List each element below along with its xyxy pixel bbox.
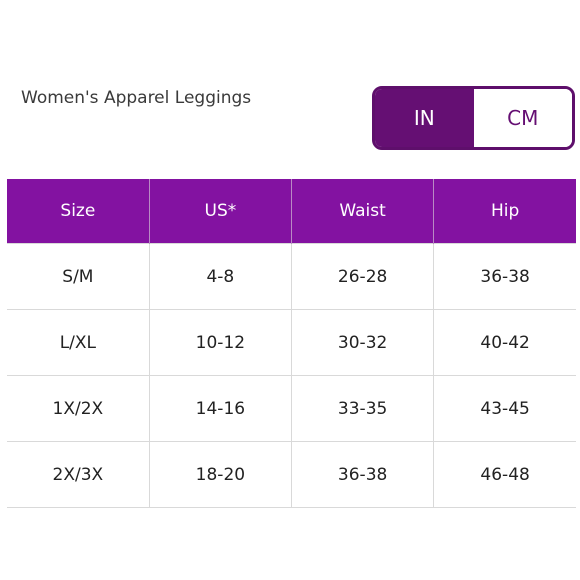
waist-cell: 30-32: [290, 309, 435, 376]
column-header-waist: Waist: [290, 179, 435, 244]
hip-cell: 36-38: [433, 243, 576, 310]
size-cell: L/XL: [7, 309, 150, 376]
table-row: L/XL 10-12 30-32 40-42: [7, 309, 576, 376]
size-cell: 2X/3X: [7, 441, 150, 508]
hip-cell: 40-42: [433, 309, 576, 376]
unit-toggle: IN CM: [372, 86, 575, 150]
hip-cell: 46-48: [433, 441, 576, 508]
table-row: 1X/2X 14-16 33-35 43-45: [7, 375, 576, 442]
table-row: 2X/3X 18-20 36-38 46-48: [7, 441, 576, 508]
waist-cell: 33-35: [290, 375, 435, 442]
page-title: Women's Apparel Leggings: [21, 88, 252, 108]
size-chart-table: Size US* Waist Hip S/M 4-8 26-28 36-38 L…: [7, 179, 576, 508]
size-cell: S/M: [7, 243, 150, 310]
column-header-us: US*: [148, 179, 293, 244]
us-cell: 18-20: [148, 441, 293, 508]
column-header-size: Size: [7, 179, 150, 244]
column-header-hip: Hip: [433, 179, 576, 244]
waist-cell: 26-28: [290, 243, 435, 310]
us-cell: 4-8: [148, 243, 293, 310]
waist-cell: 36-38: [290, 441, 435, 508]
us-cell: 14-16: [148, 375, 293, 442]
table-row: S/M 4-8 26-28 36-38: [7, 243, 576, 310]
hip-cell: 43-45: [433, 375, 576, 442]
table-header-row: Size US* Waist Hip: [7, 179, 576, 244]
unit-option-cm[interactable]: CM: [473, 89, 572, 147]
size-cell: 1X/2X: [7, 375, 150, 442]
us-cell: 10-12: [148, 309, 293, 376]
unit-option-in[interactable]: IN: [375, 89, 474, 147]
